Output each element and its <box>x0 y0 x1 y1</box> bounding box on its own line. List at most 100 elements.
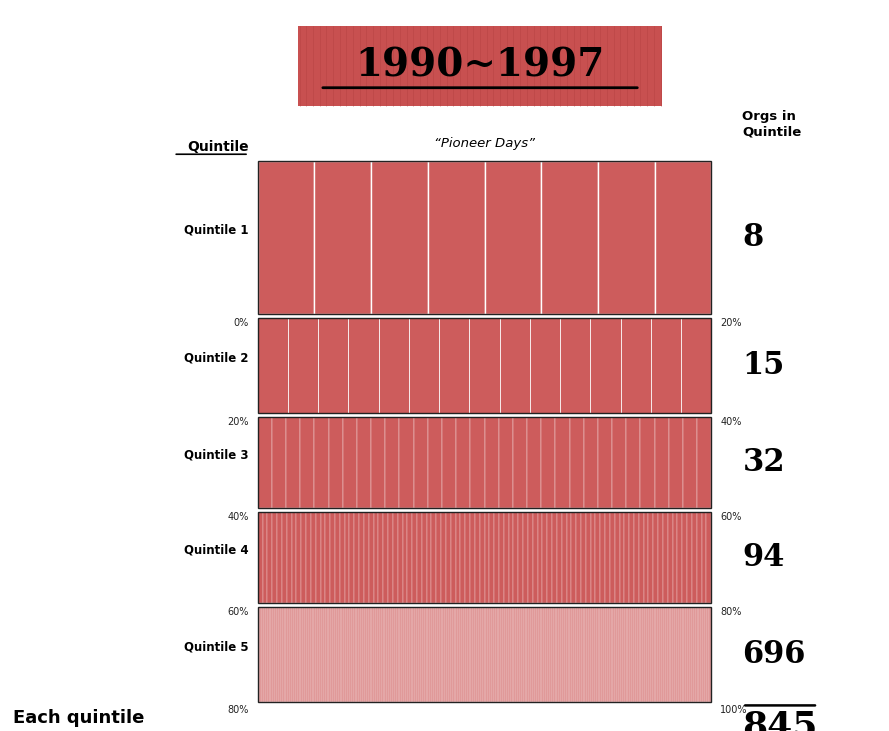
Bar <box>355 512 359 603</box>
Bar <box>629 512 634 603</box>
Bar <box>373 512 379 603</box>
Bar <box>528 512 533 603</box>
Bar <box>340 512 345 603</box>
Text: 100%: 100% <box>720 705 748 716</box>
Bar <box>258 318 711 413</box>
Bar <box>634 512 639 603</box>
Text: 80%: 80% <box>720 607 741 617</box>
Bar <box>421 512 427 603</box>
Bar <box>485 417 499 508</box>
Bar <box>620 512 624 603</box>
Bar <box>692 512 697 603</box>
Bar <box>413 417 428 508</box>
Bar <box>348 318 379 413</box>
Bar <box>343 417 357 508</box>
Bar <box>258 417 272 508</box>
Bar <box>560 318 590 413</box>
Bar <box>282 512 287 603</box>
Bar <box>329 417 343 508</box>
Bar <box>369 512 373 603</box>
Text: 8: 8 <box>742 222 764 253</box>
Text: Orgs in
Quintile: Orgs in Quintile <box>742 110 802 139</box>
Text: Quintile 4: Quintile 4 <box>184 544 249 556</box>
Bar <box>407 512 412 603</box>
Bar <box>658 512 663 603</box>
Bar <box>258 512 711 603</box>
Text: 1990~1997: 1990~1997 <box>356 47 605 85</box>
Bar <box>513 417 527 508</box>
Bar <box>258 512 262 603</box>
Bar <box>388 512 393 603</box>
Bar <box>570 417 584 508</box>
Bar <box>439 318 469 413</box>
Bar <box>494 512 499 603</box>
Text: 20%: 20% <box>720 318 741 328</box>
Bar <box>697 417 711 508</box>
Bar <box>417 512 421 603</box>
Bar <box>562 512 566 603</box>
Bar <box>541 417 556 508</box>
Bar <box>272 512 277 603</box>
Bar <box>357 417 372 508</box>
Bar <box>359 512 364 603</box>
Bar <box>480 512 485 603</box>
Bar <box>393 512 397 603</box>
Bar <box>436 512 441 603</box>
Bar <box>316 512 321 603</box>
Bar <box>321 512 325 603</box>
Text: Quintile 1: Quintile 1 <box>184 224 249 237</box>
Bar <box>456 417 470 508</box>
Bar <box>345 512 349 603</box>
Bar <box>639 512 644 603</box>
Bar <box>614 512 620 603</box>
Bar <box>318 318 348 413</box>
Bar <box>364 512 369 603</box>
Bar <box>500 318 530 413</box>
Bar <box>268 512 272 603</box>
Text: Quintile 5: Quintile 5 <box>184 640 249 654</box>
Bar <box>640 417 654 508</box>
Bar <box>682 512 687 603</box>
Bar <box>653 512 658 603</box>
Bar <box>300 417 315 508</box>
Bar <box>262 512 268 603</box>
Bar <box>681 318 711 413</box>
Bar <box>504 512 509 603</box>
Bar <box>335 512 340 603</box>
Bar <box>701 512 707 603</box>
Text: 32: 32 <box>742 447 785 478</box>
Bar <box>527 417 541 508</box>
Bar <box>707 512 711 603</box>
Bar <box>288 318 318 413</box>
Bar <box>461 512 465 603</box>
Bar <box>298 26 662 106</box>
Bar <box>315 417 329 508</box>
Text: Quintile 3: Quintile 3 <box>184 449 249 461</box>
Bar <box>489 512 494 603</box>
Bar <box>258 161 711 314</box>
Bar <box>673 512 677 603</box>
Bar <box>677 512 682 603</box>
Bar <box>509 512 514 603</box>
Bar <box>287 512 292 603</box>
Bar <box>648 512 653 603</box>
Bar <box>385 417 399 508</box>
Bar <box>475 512 480 603</box>
Bar <box>301 512 306 603</box>
Bar <box>590 512 596 603</box>
Bar <box>277 512 282 603</box>
Bar <box>470 512 475 603</box>
Bar <box>687 512 692 603</box>
Bar <box>379 318 409 413</box>
Bar <box>621 318 651 413</box>
Bar <box>651 318 681 413</box>
Bar <box>572 512 576 603</box>
Bar <box>315 161 372 314</box>
Bar <box>258 161 315 314</box>
Text: 94: 94 <box>742 542 785 573</box>
Bar <box>372 417 385 508</box>
Text: 40%: 40% <box>228 512 249 522</box>
Bar <box>605 512 610 603</box>
Bar <box>427 512 431 603</box>
Bar <box>258 318 288 413</box>
